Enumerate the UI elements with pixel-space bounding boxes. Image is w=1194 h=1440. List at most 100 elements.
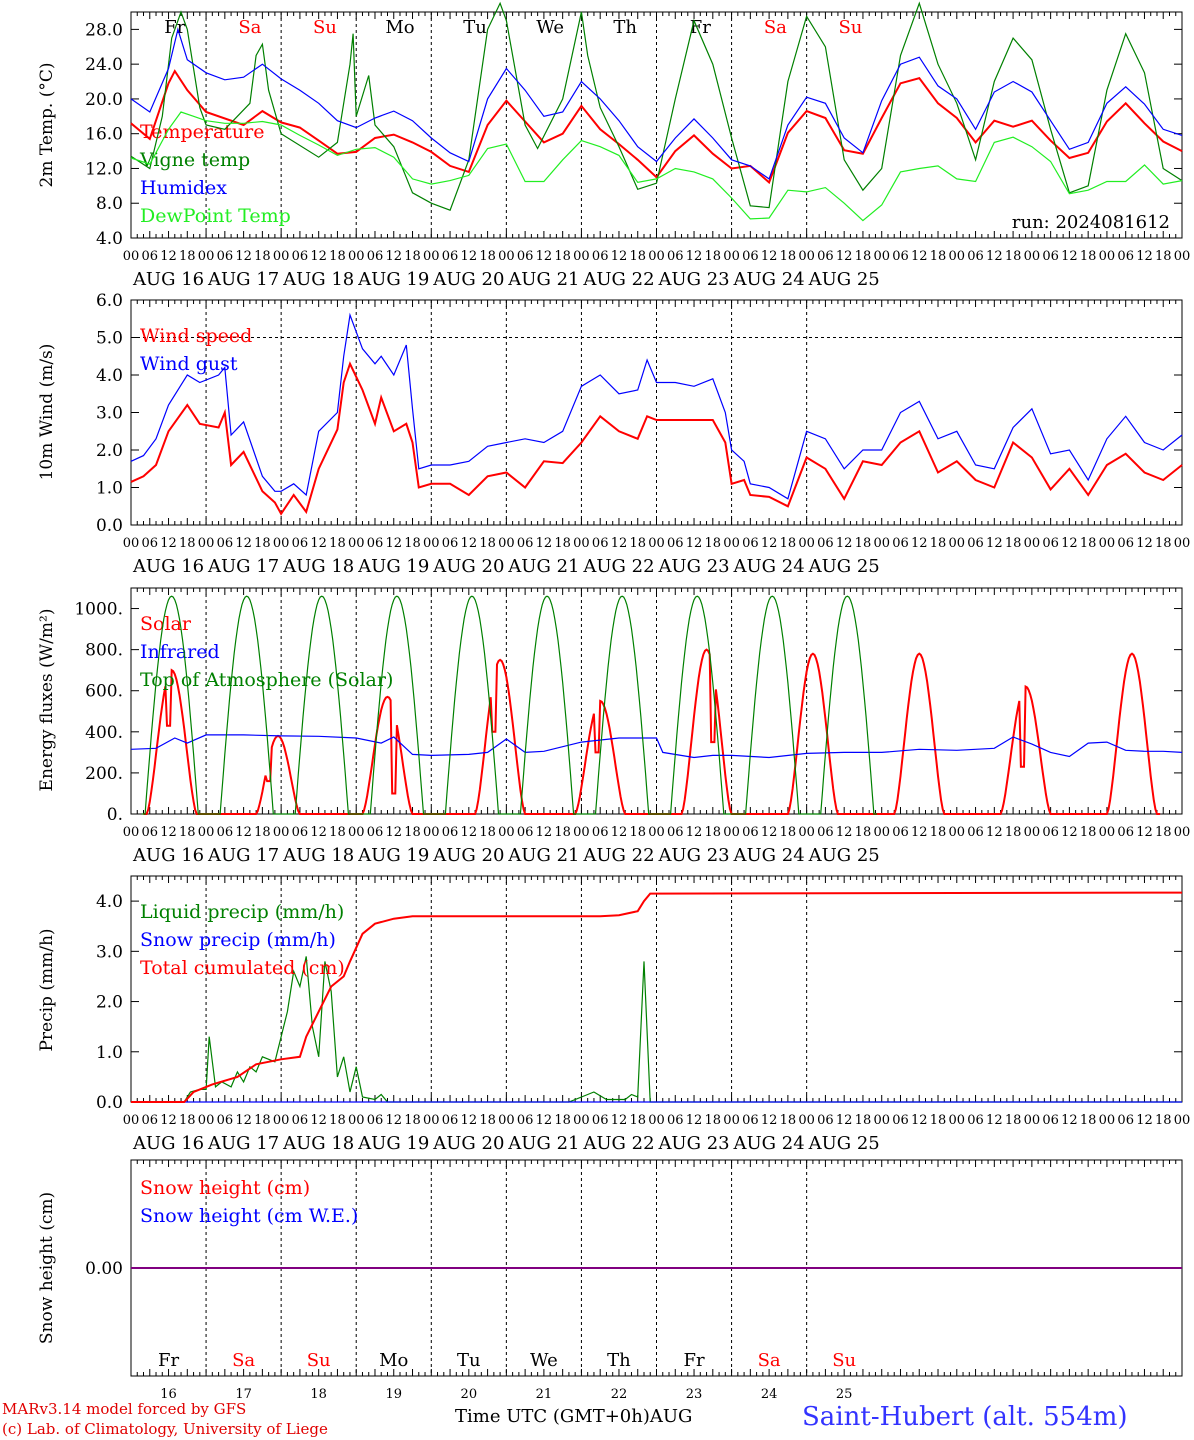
day-number: 23 — [686, 1387, 703, 1402]
hour-label: 18 — [629, 536, 646, 551]
hour-label: 00 — [198, 249, 215, 264]
hour-label: 06 — [892, 825, 909, 840]
legend-label: Wind gust — [140, 353, 238, 375]
hour-label: 12 — [1136, 825, 1153, 840]
hour-label: 12 — [385, 825, 402, 840]
hour-label: 06 — [967, 825, 984, 840]
legend-label: Infrared — [140, 641, 220, 663]
hour-label: 12 — [611, 536, 628, 551]
hour-label: 00 — [1024, 249, 1041, 264]
date-label: AUG 23 — [657, 269, 729, 290]
date-label: AUG 18 — [282, 845, 354, 866]
hour-label: 18 — [1080, 249, 1097, 264]
hour-label: 00 — [1024, 1113, 1041, 1128]
hour-label: 12 — [310, 536, 327, 551]
hour-label: 12 — [986, 1113, 1003, 1128]
hour-label: 12 — [611, 1113, 628, 1128]
hour-label: 12 — [836, 249, 853, 264]
hour-label: 12 — [1136, 1113, 1153, 1128]
legend-label: Solar — [140, 613, 192, 635]
hour-label: 06 — [817, 536, 834, 551]
y-axis-label: Snow height (cm) — [37, 1192, 57, 1344]
hour-label: 12 — [160, 536, 177, 551]
hour-label: 18 — [1155, 1113, 1172, 1128]
panel-1: 4.0 8.0 12.0 16.0 20.0 24.0 28.0 2m Temp. (°C) 0… — [37, 1, 1190, 290]
hour-label: 00 — [423, 825, 440, 840]
hour-label: 12 — [761, 536, 778, 551]
series-line-liquid-precip-mm-h- — [131, 956, 1182, 1103]
hour-label: 00 — [273, 249, 290, 264]
hour-label: 12 — [686, 249, 703, 264]
date-label: AUG 22 — [582, 845, 654, 866]
date-label: AUG 25 — [808, 845, 880, 866]
hour-label: 00 — [949, 1113, 966, 1128]
legend-label: Top of Atmosphere (Solar) — [140, 669, 393, 691]
y-tick-label: 200. — [85, 764, 123, 784]
hour-label: 18 — [1005, 825, 1022, 840]
hour-label: 00 — [423, 249, 440, 264]
date-label: AUG 19 — [357, 845, 429, 866]
y-axis-label: Precip (mm/h) — [37, 928, 57, 1051]
day-label: Th — [607, 1350, 631, 1371]
hour-label: 06 — [967, 536, 984, 551]
y-tick-label: 24.0 — [85, 55, 123, 75]
hour-label: 00 — [723, 536, 740, 551]
panel-frame — [130, 299, 1183, 526]
hour-label: 18 — [554, 249, 571, 264]
hour-label: 18 — [1155, 825, 1172, 840]
hour-label: 18 — [1080, 1113, 1097, 1128]
hour-label: 12 — [611, 825, 628, 840]
date-label: AUG 23 — [657, 1133, 729, 1154]
hour-label: 18 — [554, 825, 571, 840]
hour-label: 12 — [385, 536, 402, 551]
hour-label: 18 — [855, 1113, 872, 1128]
hour-label: 12 — [160, 249, 177, 264]
hour-label: 18 — [629, 1113, 646, 1128]
y-axis-label: 10m Wind (m/s) — [37, 344, 57, 481]
hour-label: 18 — [1155, 249, 1172, 264]
hour-label: 00 — [949, 249, 966, 264]
hour-label: 00 — [498, 1113, 515, 1128]
day-label: Su — [832, 1350, 856, 1371]
hour-label: 06 — [442, 249, 459, 264]
date-label: AUG 20 — [432, 269, 504, 290]
hour-label: 12 — [235, 825, 252, 840]
date-label: AUG 19 — [357, 1133, 429, 1154]
hour-label: 00 — [498, 249, 515, 264]
day-number: 16 — [160, 1387, 177, 1402]
hour-label: 18 — [479, 825, 496, 840]
hour-label: 00 — [1024, 825, 1041, 840]
date-label: AUG 19 — [357, 269, 429, 290]
hour-label: 12 — [911, 536, 928, 551]
x-axis-month: AUG — [649, 1406, 693, 1427]
legend-label: DewPoint Temp — [140, 205, 291, 227]
hour-label: 12 — [911, 249, 928, 264]
date-label: AUG 21 — [507, 269, 579, 290]
x-axis-title: Time UTC (GMT+0h)AUG — [455, 1406, 692, 1427]
date-label: AUG 16 — [132, 556, 204, 577]
day-label: Th — [613, 17, 637, 38]
hour-label: 18 — [930, 825, 947, 840]
hour-label: 06 — [442, 825, 459, 840]
hour-label: 06 — [1117, 536, 1134, 551]
y-tick-label: 2.0 — [96, 993, 123, 1013]
hour-label: 00 — [573, 536, 590, 551]
date-label: AUG 22 — [582, 556, 654, 577]
hour-label: 18 — [930, 249, 947, 264]
day-number: 17 — [235, 1387, 252, 1402]
hour-label: 00 — [648, 825, 665, 840]
date-label: AUG 17 — [207, 269, 279, 290]
legend-label: Wind speed — [140, 325, 252, 347]
date-label: AUG 24 — [733, 269, 805, 290]
hour-label: 12 — [686, 1113, 703, 1128]
hour-label: 00 — [348, 1113, 365, 1128]
hour-label: 06 — [592, 825, 609, 840]
hour-label: 18 — [554, 1113, 571, 1128]
hour-label: 00 — [123, 825, 140, 840]
y-tick-label: 1.0 — [96, 1043, 123, 1063]
day-label: We — [536, 17, 564, 38]
date-label: AUG 18 — [282, 1133, 354, 1154]
hour-label: 18 — [404, 1113, 421, 1128]
